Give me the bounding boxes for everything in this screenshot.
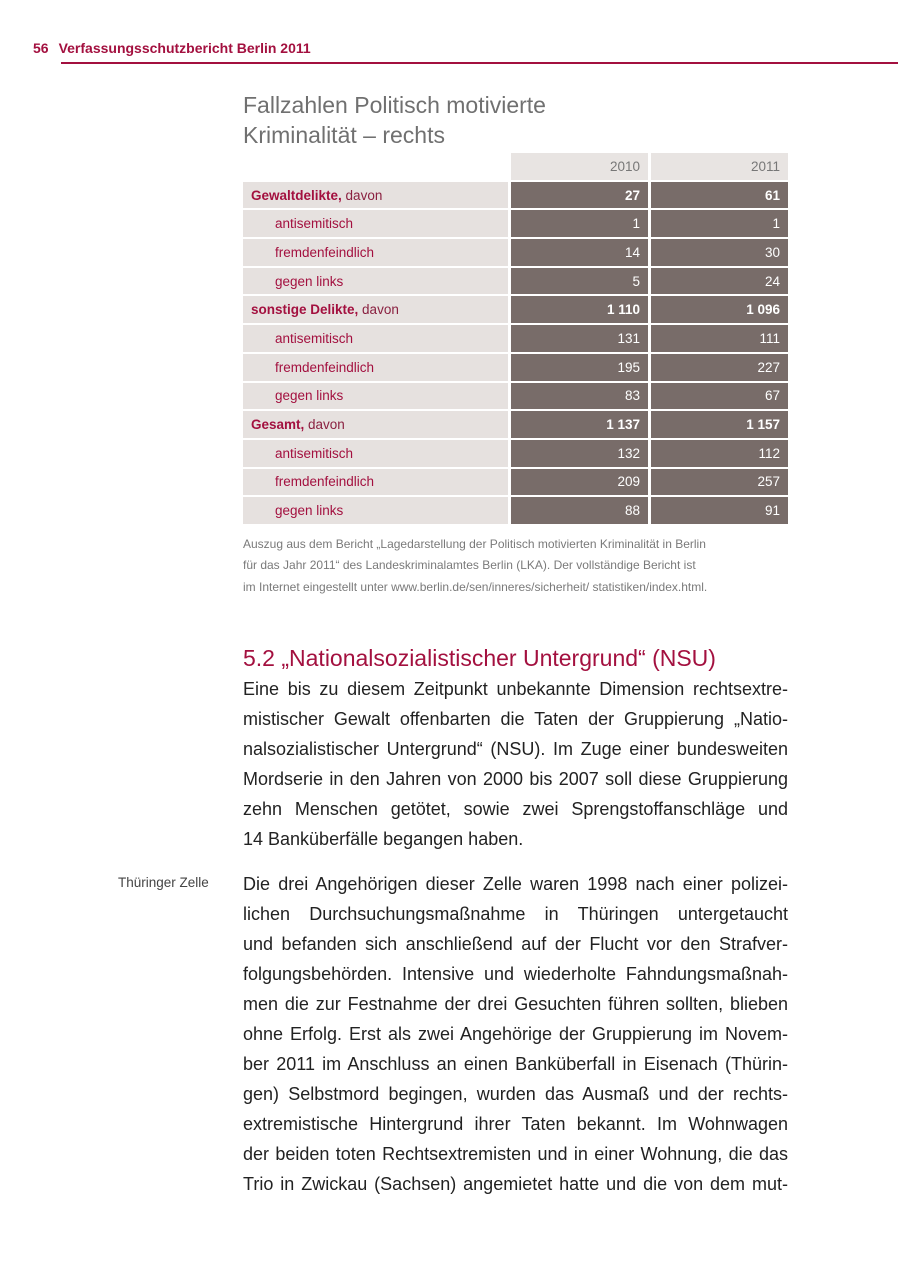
text-line: ohne Erfolg. Erst als zwei Angehörige de… [243,1024,788,1045]
cell-2011: 227 [648,353,788,383]
table-row: sonstige Delikte, davon 1 110 1 096 [243,296,788,326]
row-label-suffix: davon [304,417,345,433]
margin-label: Thüringer Zelle [118,875,209,891]
cell-2011: 1 157 [648,411,788,440]
cell-2011: 112 [648,439,788,469]
text-line: lichen Durchsuchungsmaßnahme in Thüringe… [243,904,788,925]
text-line: und befanden sich anschließend auf der F… [243,934,788,955]
cell-2011: 257 [648,468,788,498]
text-line: 14 Banküberfälle begangen haben. [243,829,524,850]
text-line: Mordserie in den Jahren von 2000 bis 200… [243,769,788,790]
text-line: folgungsbehörden. Intensive und wiederho… [243,964,788,985]
cell-2010: 1 137 [508,411,648,440]
row-label-bold: Gesamt, [251,417,305,433]
row-label: Gesamt, davon [243,411,508,440]
row-label-suffix: davon [358,302,399,318]
content-column: Fallzahlen Politisch motivierte Kriminal… [118,90,788,1199]
paragraph-1: Eine bis zu diesem Zeitpunkt unbekannte … [243,674,788,854]
cell-2011: 67 [648,382,788,412]
row-label: fremdenfeindlich [243,239,508,268]
cell-2011: 91 [648,497,788,526]
table-row: fremdenfeindlich 209 257 [243,468,788,498]
column-header-2011: 2011 [648,153,788,182]
text-line: extremistische Hintergrund ihrer Taten b… [243,1114,788,1135]
table-row: Gewaltdelikte, davon 27 61 [243,181,788,211]
cell-2011: 1 096 [648,296,788,326]
table-header-row: 2010 2011 [243,153,788,182]
text-line: Eine bis zu diesem Zeitpunkt unbekannte … [243,679,788,700]
statistics-table: 2010 2011 Gewaltdelikte, davon 27 61 antise… [243,153,788,526]
text-line: Trio in Zwickau (Sachsen) angemietet hat… [243,1174,788,1195]
table-row: gegen links 5 24 [243,267,788,297]
cell-2010: 88 [508,497,648,526]
table-title-line: Kriminalität – rechts [243,122,445,148]
row-label: antisemitisch [243,439,508,469]
running-header: 56 Verfassungsschutzbericht Berlin 2011 [33,40,311,56]
text-line: nalsozialistischer Untergrund“ (NSU). Im… [243,739,788,760]
table-row: antisemitisch 131 111 [243,325,788,354]
text-line: der beiden toten Rechtsextremisten und i… [243,1144,788,1165]
text-line: men die zur Festnahme der drei Gesuchten… [243,994,788,1015]
text-line: mistischer Gewalt offenbarten die Taten … [243,709,788,730]
text-line: zehn Menschen getötet, sowie zwei Spreng… [243,799,788,820]
row-label: gegen links [243,382,508,412]
table-row: gegen links 83 67 [243,382,788,412]
table-title: Fallzahlen Politisch motivierte Kriminal… [243,90,788,150]
cell-2011: 24 [648,267,788,297]
table-row: fremdenfeindlich 195 227 [243,353,788,383]
table-row: gegen links 88 91 [243,497,788,526]
cell-2010: 83 [508,382,648,412]
cell-2010: 195 [508,353,648,383]
cell-2010: 27 [508,181,648,211]
running-title: Verfassungsschutzbericht Berlin 2011 [58,40,311,56]
row-label: antisemitisch [243,210,508,240]
row-label-bold: sonstige Delikte, [251,302,359,318]
table-row: Gesamt, davon 1 137 1 157 [243,411,788,440]
cell-2010: 209 [508,468,648,498]
text-line: Die drei Angehörigen dieser Zelle waren … [243,874,788,895]
note-line: für das Jahr 2011“ des Landeskriminalamt… [243,558,696,573]
cell-2011: 1 [648,210,788,240]
section-heading: 5.2 „Nationalsozialistischer Untergrund“… [243,645,716,672]
table-row: antisemitisch 132 112 [243,439,788,469]
cell-2010: 132 [508,439,648,469]
header-rule [61,62,898,64]
row-label: gegen links [243,497,508,526]
cell-2011: 30 [648,239,788,268]
note-line: Auszug aus dem Bericht „Lagedarstellung … [243,536,706,551]
row-label: sonstige Delikte, davon [243,296,508,326]
row-label: fremdenfeindlich [243,468,508,498]
cell-2010: 14 [508,239,648,268]
table-source-note: Auszug aus dem Bericht „Lagedarstellung … [243,534,788,599]
table-title-line: Fallzahlen Politisch motivierte [243,92,546,118]
row-label-bold: Gewaltdelikte, [251,187,342,203]
cell-2010: 1 [508,210,648,240]
row-label-suffix: davon [341,187,383,203]
row-label: fremdenfeindlich [243,353,508,383]
table-row: fremdenfeindlich 14 30 [243,239,788,268]
cell-2011: 111 [648,325,788,354]
cell-2010: 1 110 [508,296,648,326]
cell-2010: 131 [508,325,648,354]
paragraph-2: Thüringer Zelle Die drei Angehörigen die… [118,869,788,1199]
cell-2010: 5 [508,267,648,297]
table-corner [243,153,508,182]
cell-2011: 61 [648,181,788,211]
text-line: gen) Selbstmord begingen, wurden das Aus… [243,1084,788,1105]
table-row: antisemitisch 1 1 [243,210,788,240]
row-label: antisemitisch [243,325,508,354]
note-line: im Internet eingestellt unter www.berlin… [243,579,708,594]
text-line: ber 2011 im Anschluss an einen Banküberf… [243,1054,788,1075]
column-header-2010: 2010 [508,153,648,182]
row-label: gegen links [243,267,508,297]
page-number: 56 [33,40,49,56]
row-label: Gewaltdelikte, davon [243,181,508,211]
